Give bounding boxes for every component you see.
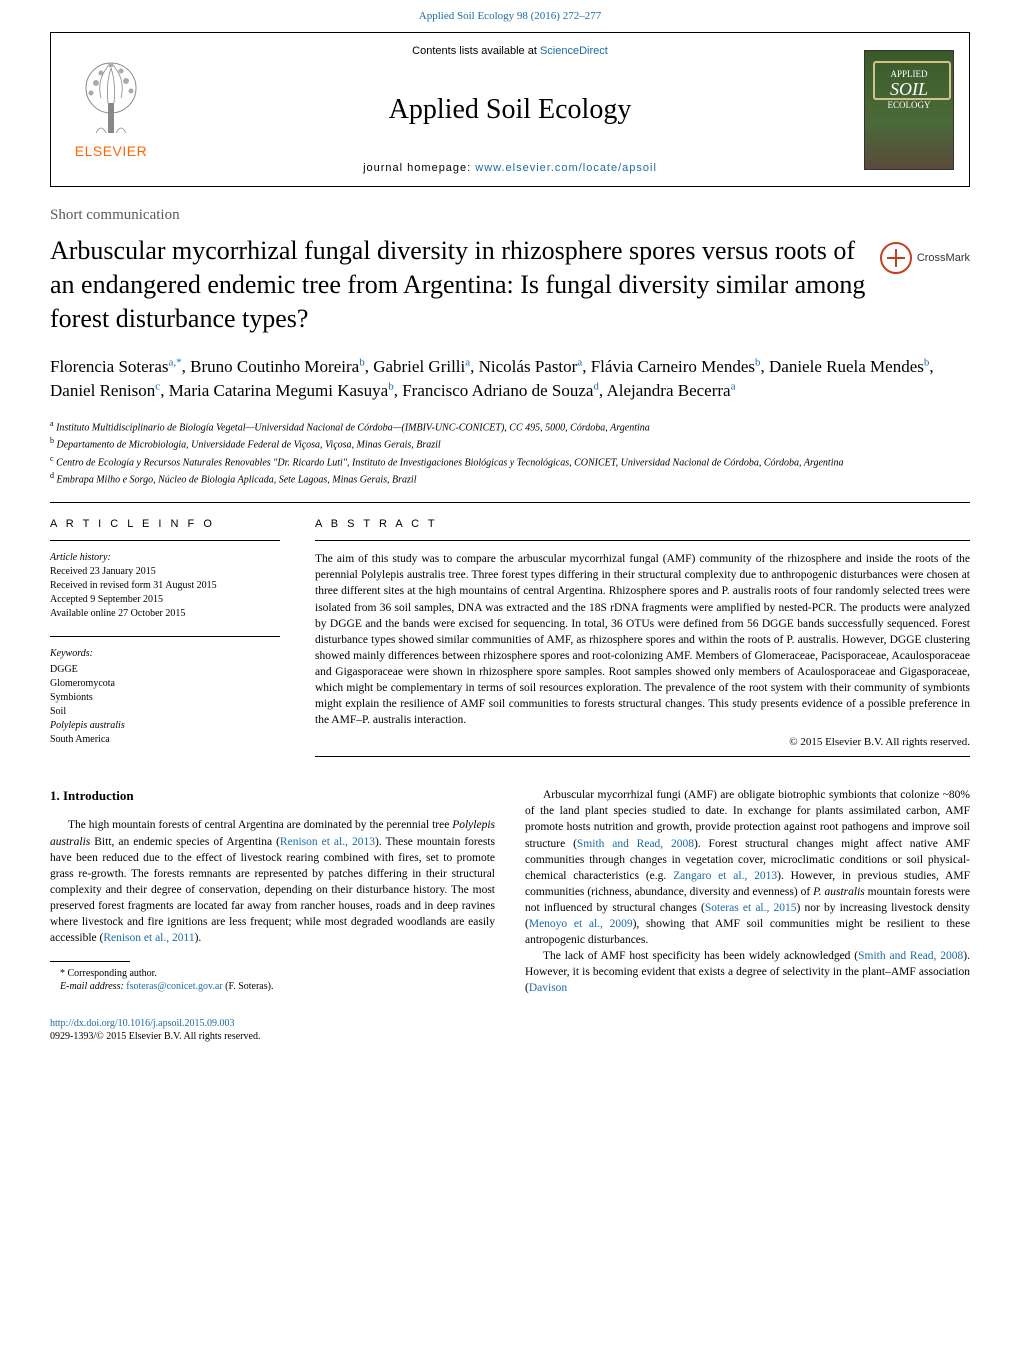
email-link[interactable]: fsoteras@conicet.gov.ar (126, 981, 222, 992)
intro-p3: The lack of AMF host specificity has bee… (525, 948, 970, 996)
revised-date: Received in revised form 31 August 2015 (50, 580, 217, 591)
journal-citation[interactable]: Applied Soil Ecology 98 (2016) 272–277 (0, 0, 1020, 27)
crossmark-label: CrossMark (917, 252, 970, 264)
intro-p2: Arbuscular mycorrhizal fungi (AMF) are o… (525, 787, 970, 948)
article-history: Article history: Received 23 January 201… (50, 551, 280, 621)
abstract-column: A B S T R A C T The aim of this study wa… (315, 518, 970, 762)
homepage-prefix: journal homepage: (363, 162, 475, 174)
affiliations: a Instituto Multidisciplinario de Biolog… (50, 418, 970, 487)
online-date: Available online 27 October 2015 (50, 608, 185, 619)
received-date: Received 23 January 2015 (50, 566, 156, 577)
crossmark-block[interactable]: CrossMark (870, 234, 970, 335)
info-label: A R T I C L E I N F O (50, 518, 280, 530)
keywords-block: Keywords: DGGEGlomeromycotaSymbiontsSoil… (50, 647, 280, 747)
cover-top-text: APPLIED (865, 69, 953, 79)
right-column: Arbuscular mycorrhizal fungi (AMF) are o… (525, 787, 970, 996)
accepted-date: Accepted 9 September 2015 (50, 594, 163, 605)
contents-line: Contents lists available at ScienceDirec… (171, 45, 849, 57)
footnote-separator (50, 961, 130, 962)
elsevier-tree-icon (76, 53, 146, 138)
keywords-label: Keywords: (50, 647, 280, 661)
footer: http://dx.doi.org/10.1016/j.apsoil.2015.… (50, 1017, 970, 1043)
abstract-label: A B S T R A C T (315, 518, 970, 530)
article-type: Short communication (50, 207, 970, 224)
divider (50, 502, 970, 503)
history-label: Article history: (50, 552, 111, 563)
left-column: 1. Introduction The high mountain forest… (50, 787, 495, 996)
doi-link[interactable]: http://dx.doi.org/10.1016/j.apsoil.2015.… (50, 1018, 235, 1029)
cover-sub-text: ECOLOGY (865, 100, 953, 110)
journal-cover-image: APPLIED SOIL ECOLOGY (864, 50, 954, 170)
header-center: Contents lists available at ScienceDirec… (171, 33, 849, 186)
copyright: © 2015 Elsevier B.V. All rights reserved… (315, 736, 970, 748)
crossmark-icon (880, 242, 912, 274)
article-title: Arbuscular mycorrhizal fungal diversity … (50, 234, 870, 335)
elsevier-wordmark: ELSEVIER (75, 143, 147, 159)
homepage-link[interactable]: www.elsevier.com/locate/apsoil (475, 162, 657, 174)
issn-copyright: 0929-1393/© 2015 Elsevier B.V. All right… (50, 1031, 260, 1042)
corresponding-author: * Corresponding author. (50, 967, 495, 980)
email-suffix: (F. Soteras). (223, 981, 274, 992)
abstract-text: The aim of this study was to compare the… (315, 551, 970, 728)
email-footnote: E-mail address: fsoteras@conicet.gov.ar … (50, 980, 495, 993)
article-info-column: A R T I C L E I N F O Article history: R… (50, 518, 280, 762)
email-label: E-mail address: (60, 981, 126, 992)
journal-cover-block: APPLIED SOIL ECOLOGY (849, 33, 969, 186)
journal-name: Applied Soil Ecology (171, 94, 849, 126)
cover-main-text: SOIL (865, 79, 953, 100)
intro-heading: 1. Introduction (50, 787, 495, 805)
contents-prefix: Contents lists available at (412, 45, 540, 57)
elsevier-logo-block: ELSEVIER (51, 33, 171, 186)
header-box: ELSEVIER Contents lists available at Sci… (50, 32, 970, 187)
sciencedirect-link[interactable]: ScienceDirect (540, 45, 608, 57)
authors-list: Florencia Soterasa,*, Bruno Coutinho Mor… (50, 355, 970, 403)
intro-p1: The high mountain forests of central Arg… (50, 817, 495, 946)
homepage-line: journal homepage: www.elsevier.com/locat… (171, 162, 849, 174)
